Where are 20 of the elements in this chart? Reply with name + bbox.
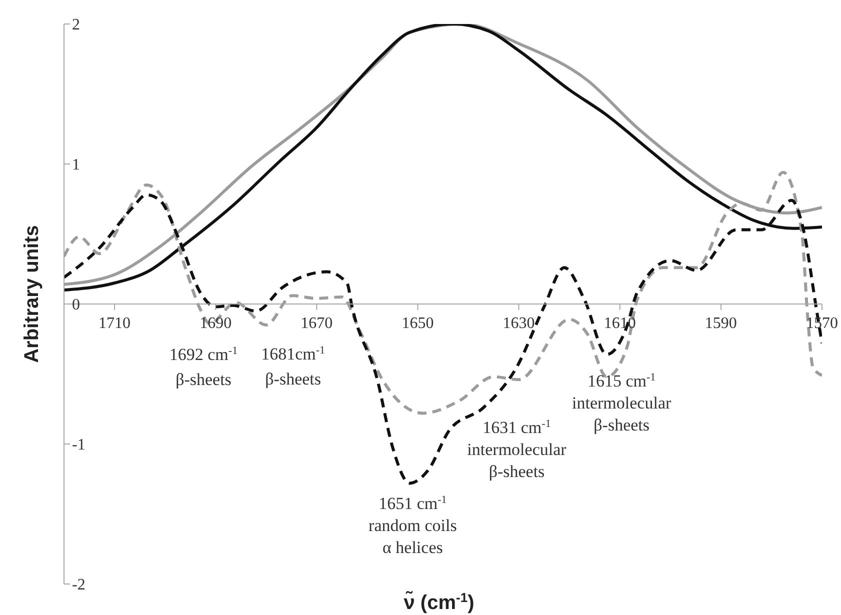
- annotation: 1615 cm$^{-1}$ intermolecular β-sheets: [572, 371, 672, 434]
- x-tick-label: 1710: [98, 315, 131, 332]
- y-tick-label: -1: [72, 436, 86, 454]
- x-axis-title: ν̃ (cm$^{-1}$): [404, 590, 474, 614]
- x-tick-label: 1670: [300, 315, 333, 332]
- y-tick-label: 2: [72, 16, 80, 34]
- annotation: 1681cm$^{-1}$ β-sheets: [261, 344, 326, 389]
- x-tick-label: 1590: [704, 315, 737, 332]
- y-axis-title: Arbitrary units: [21, 225, 43, 363]
- x-tick-label: 1610: [604, 315, 636, 332]
- x-tick-label: 1570: [806, 315, 838, 332]
- annotation: 1631 cm$^{-1}$ intermolecular β-sheets: [467, 418, 567, 481]
- x-tick-label: 1650: [402, 315, 434, 332]
- x-tick-label: 1690: [200, 315, 232, 332]
- y-tick-label: 0: [72, 296, 80, 314]
- annotation: 1692 cm$^{-1}$ β-sheets: [169, 345, 238, 389]
- x-tick-label: 1630: [502, 315, 535, 332]
- annotation: 1651 cm$^{-1}$ random coils α helices: [368, 494, 457, 558]
- y-tick-label: -2: [72, 576, 86, 594]
- y-tick-label: 1: [72, 156, 80, 174]
